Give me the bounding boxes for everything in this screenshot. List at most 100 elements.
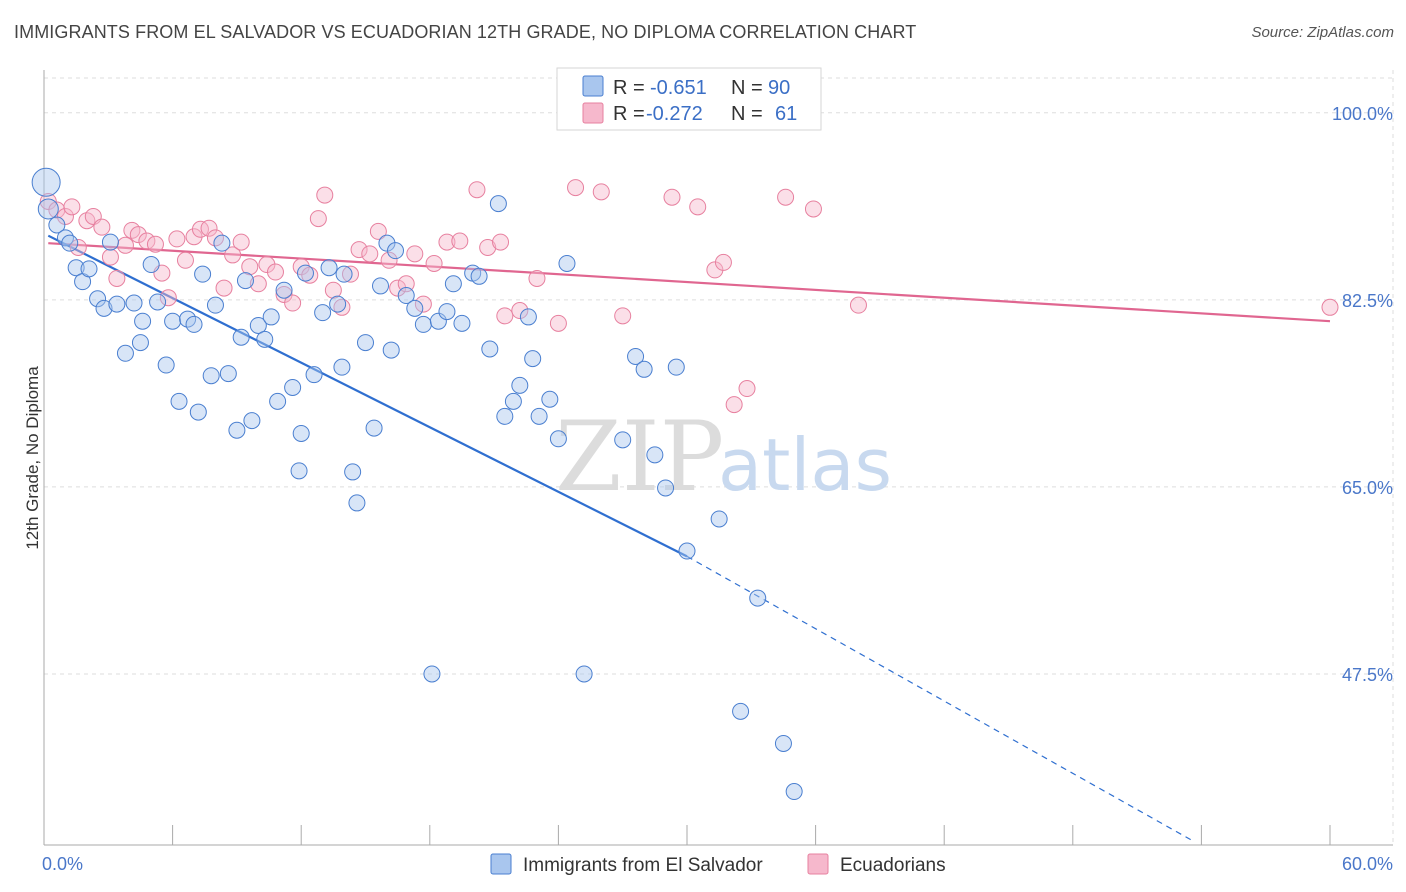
point-el-salvador bbox=[329, 295, 347, 313]
point-ecuadorians bbox=[479, 238, 497, 256]
point-ecuadorians bbox=[614, 307, 632, 325]
point-el-salvador bbox=[549, 430, 567, 448]
legend-n-label: N = bbox=[731, 103, 763, 125]
point-el-salvador bbox=[397, 287, 415, 305]
point-el-salvador bbox=[667, 358, 685, 376]
point-ecuadorians bbox=[689, 198, 707, 216]
point-el-salvador bbox=[387, 242, 405, 260]
point-el-salvador bbox=[142, 256, 160, 274]
trend-line-ecuadorians bbox=[48, 242, 1331, 323]
point-el-salvador bbox=[262, 308, 280, 326]
point-ecuadorians bbox=[350, 241, 368, 259]
point-el-salvador bbox=[423, 665, 441, 683]
point-el-salvador bbox=[206, 296, 224, 314]
point-el-salvador bbox=[219, 365, 237, 383]
point-ecuadorians bbox=[191, 220, 209, 238]
point-el-salvador bbox=[646, 446, 664, 464]
point-el-salvador bbox=[213, 234, 231, 252]
point-el-salvador bbox=[236, 272, 254, 290]
point-el-salvador bbox=[657, 479, 675, 497]
legend-r-label: R = bbox=[613, 103, 645, 125]
point-el-salvador bbox=[95, 299, 113, 317]
point-el-salvador bbox=[348, 494, 366, 512]
point-el-salvador bbox=[67, 259, 85, 277]
point-ecuadorians bbox=[549, 314, 567, 332]
legend-r-value: -0.651 bbox=[650, 77, 707, 99]
point-el-salvador bbox=[444, 275, 462, 293]
point-el-salvador bbox=[470, 267, 488, 285]
point-ecuadorians bbox=[241, 258, 259, 276]
point-el-salvador bbox=[157, 356, 175, 374]
point-el-salvador bbox=[296, 264, 314, 282]
point-ecuadorians bbox=[777, 188, 795, 206]
point-el-salvador bbox=[232, 328, 250, 346]
point-el-salvador bbox=[80, 260, 98, 278]
point-ecuadorians bbox=[468, 181, 486, 199]
bottom-legend-label-ecuadorians: Ecuadorians bbox=[840, 855, 946, 876]
point-ecuadorians bbox=[592, 183, 610, 201]
point-ecuadorians bbox=[397, 275, 415, 293]
point-ecuadorians bbox=[215, 279, 233, 297]
point-ecuadorians bbox=[138, 232, 156, 250]
y-tick-label: 100.0% bbox=[1332, 104, 1393, 124]
point-el-salvador bbox=[31, 167, 61, 197]
y-tick-label: 65.0% bbox=[1342, 478, 1393, 498]
point-el-salvador bbox=[101, 233, 119, 251]
point-el-salvador bbox=[344, 463, 362, 481]
point-el-salvador bbox=[710, 510, 728, 528]
point-el-salvador bbox=[541, 390, 559, 408]
point-ecuadorians bbox=[714, 253, 732, 271]
point-ecuadorians bbox=[451, 232, 469, 250]
point-ecuadorians bbox=[249, 275, 267, 293]
point-ecuadorians bbox=[341, 265, 359, 283]
point-ecuadorians bbox=[159, 289, 177, 307]
point-el-salvador bbox=[524, 350, 542, 368]
point-el-salvador bbox=[228, 421, 246, 439]
point-el-salvador bbox=[406, 299, 424, 317]
point-el-salvador bbox=[256, 330, 274, 348]
point-ecuadorians bbox=[200, 219, 218, 237]
point-el-salvador bbox=[37, 198, 59, 220]
point-el-salvador bbox=[732, 702, 750, 720]
bottom-legend-swatch-ecuadorians bbox=[807, 853, 829, 875]
point-el-salvador bbox=[519, 308, 537, 326]
x-tick-label-min: 0.0% bbox=[42, 854, 83, 874]
point-el-salvador bbox=[131, 334, 149, 352]
point-el-salvador bbox=[614, 431, 632, 449]
point-el-salvador bbox=[774, 734, 792, 752]
point-el-salvador bbox=[61, 234, 79, 252]
y-tick-labels: 47.5% 65.0% 82.5% 100.0% bbox=[1332, 104, 1393, 685]
point-el-salvador bbox=[202, 367, 220, 385]
point-el-salvador bbox=[627, 347, 645, 365]
point-ecuadorians bbox=[56, 207, 74, 225]
point-ecuadorians bbox=[108, 269, 126, 287]
point-ecuadorians bbox=[69, 238, 87, 256]
point-ecuadorians bbox=[275, 285, 293, 303]
point-ecuadorians bbox=[738, 380, 756, 398]
watermark-atlas: atlas bbox=[718, 423, 892, 507]
point-ecuadorians bbox=[39, 192, 57, 210]
point-el-salvador bbox=[249, 316, 267, 334]
legend-swatch-el-salvador bbox=[582, 75, 604, 97]
point-ecuadorians bbox=[496, 307, 514, 325]
point-el-salvador bbox=[170, 392, 188, 410]
chart-title: IMMIGRANTS FROM EL SALVADOR VS ECUADORIA… bbox=[14, 22, 917, 42]
point-el-salvador bbox=[496, 407, 514, 425]
trend-line-el-salvador-extrapolated bbox=[686, 555, 1191, 841]
point-el-salvador bbox=[575, 665, 593, 683]
point-el-salvador bbox=[785, 783, 803, 801]
trend-line-el-salvador bbox=[47, 234, 688, 558]
legend-swatch-ecuadorians bbox=[582, 102, 604, 124]
x-tick-labels: 0.0% 60.0% bbox=[42, 854, 1393, 874]
point-ecuadorians bbox=[725, 396, 743, 414]
y-tick-label: 47.5% bbox=[1342, 665, 1393, 685]
point-ecuadorians bbox=[492, 233, 510, 251]
point-ecuadorians bbox=[849, 296, 867, 314]
point-el-salvador bbox=[269, 392, 287, 410]
point-ecuadorians bbox=[361, 245, 379, 263]
legend-r-label: R = bbox=[613, 77, 645, 99]
point-el-salvador bbox=[414, 315, 432, 333]
trend-lines bbox=[47, 234, 1331, 841]
point-el-salvador bbox=[429, 312, 447, 330]
point-ecuadorians bbox=[224, 246, 242, 264]
